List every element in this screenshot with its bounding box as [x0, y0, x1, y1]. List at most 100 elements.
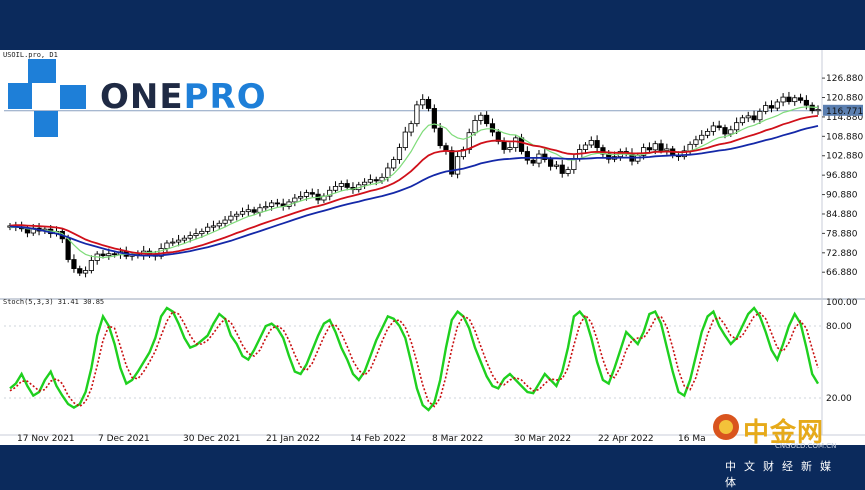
- candle: [222, 216, 228, 228]
- price-tick-label: 72.880: [826, 249, 858, 259]
- candle: [501, 137, 507, 154]
- symbol-label: USOIL.pro, D1: [3, 51, 58, 59]
- current-price-label: 116.771: [823, 104, 863, 117]
- candle: [687, 141, 693, 156]
- stoch-tick-label: 100.00: [826, 298, 858, 308]
- candle: [327, 186, 333, 201]
- candle: [164, 240, 170, 253]
- date-tick-label: 30 Dec 2021: [183, 434, 241, 444]
- stoch-tick-label: 80.00: [826, 322, 852, 332]
- stochastic-oscillator: [4, 306, 822, 412]
- candle: [542, 148, 548, 163]
- candle: [454, 151, 461, 179]
- price-tick-label: 114.880: [826, 113, 863, 123]
- price-tick-label: 102.880: [826, 152, 863, 162]
- candle: [193, 228, 199, 239]
- candle: [472, 115, 478, 136]
- stoch-line-stoch_main: [9, 306, 820, 412]
- price-tick-label: 126.880: [826, 74, 863, 84]
- candle: [170, 238, 176, 246]
- candle: [693, 135, 699, 148]
- candle: [338, 180, 344, 191]
- candle: [460, 146, 467, 160]
- candle: [739, 114, 746, 126]
- candle: [780, 93, 786, 107]
- ma-line-ma_mid: [9, 115, 819, 255]
- date-tick-label: 30 Mar 2022: [514, 434, 571, 444]
- candle: [94, 251, 100, 265]
- candle: [792, 94, 798, 106]
- candle: [245, 204, 251, 216]
- candle: [582, 142, 589, 154]
- candle: [210, 220, 217, 232]
- candle: [588, 136, 594, 148]
- candle: [768, 100, 775, 113]
- candle: [553, 161, 560, 170]
- candle: [425, 96, 432, 112]
- candle: [321, 193, 327, 203]
- candle: [623, 147, 629, 157]
- current-price-text: 116.771: [826, 107, 863, 117]
- candle: [77, 265, 83, 277]
- candle: [274, 198, 280, 207]
- candle: [361, 178, 368, 189]
- candle: [489, 118, 496, 137]
- candle: [175, 234, 182, 247]
- candle: [332, 181, 339, 194]
- candle: [216, 220, 222, 229]
- price-axis: 126.880 120.880 114.880 108.880 102.880 96.88…: [822, 74, 863, 404]
- candle: [309, 188, 315, 198]
- candle: [786, 91, 792, 105]
- candle: [664, 143, 670, 155]
- candle: [350, 182, 356, 194]
- bottom-bar: [0, 445, 865, 486]
- candle: [745, 111, 751, 123]
- candle: [774, 99, 780, 112]
- candle: [478, 112, 484, 125]
- date-tick-label: 16 Ma: [678, 434, 706, 444]
- candle: [484, 111, 490, 127]
- onepro-logo-text: ONEPRO: [100, 77, 267, 117]
- candle: [646, 142, 653, 153]
- candle: [391, 156, 397, 171]
- candle: [565, 166, 571, 177]
- candle: [716, 120, 722, 131]
- candle: [734, 117, 740, 134]
- watermark-url: CNGOLD.COM.CN: [775, 442, 837, 450]
- chart-frame: 126.880 120.880 114.880 108.880 102.880 96.88…: [0, 50, 865, 445]
- candle: [251, 206, 257, 216]
- candle: [722, 124, 728, 139]
- coin-logo-icon: [713, 414, 739, 440]
- price-tick-label: 78.880: [826, 229, 858, 239]
- candle: [234, 211, 240, 221]
- candle: [524, 146, 530, 165]
- watermark-subtitle: 中文财经新媒体: [725, 460, 839, 489]
- candle: [239, 207, 246, 218]
- price-tick-label: 90.880: [826, 191, 858, 201]
- ma-line-ma_slow: [9, 125, 819, 257]
- candle: [402, 126, 408, 151]
- stochastic-label: Stoch(5,3,3) 31.41 30.85: [3, 298, 105, 306]
- chart-canvas[interactable]: 126.880 120.880 114.880 108.880 102.880 96.88…: [0, 50, 865, 445]
- candle: [263, 201, 269, 211]
- stoch-tick-label: 20.00: [826, 394, 852, 404]
- price-tick-label: 66.880: [826, 268, 858, 278]
- candle: [763, 101, 769, 115]
- date-tick-label: 17 Nov 2021: [17, 434, 75, 444]
- candle: [437, 123, 443, 149]
- date-tick-label: 7 Dec 2021: [98, 434, 150, 444]
- candle: [228, 211, 234, 223]
- candle: [344, 179, 350, 191]
- candle: [408, 120, 414, 137]
- candle: [414, 100, 420, 127]
- candle: [257, 203, 263, 217]
- candle: [704, 128, 711, 139]
- candle: [797, 93, 804, 104]
- candle: [443, 142, 449, 155]
- candle: [699, 130, 705, 145]
- candle: [757, 108, 763, 124]
- candle: [181, 235, 187, 244]
- candle: [710, 121, 716, 136]
- candle: [298, 191, 304, 201]
- candle: [594, 135, 600, 152]
